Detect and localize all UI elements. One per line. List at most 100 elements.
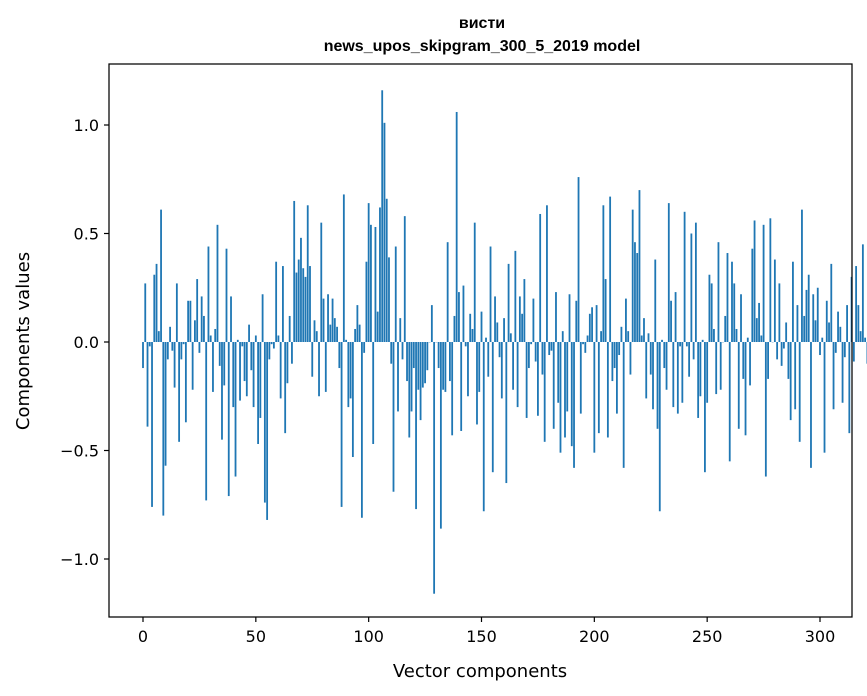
plot-frame — [108, 63, 853, 618]
bar — [187, 300, 190, 342]
bar — [205, 342, 208, 501]
bar — [315, 331, 318, 342]
bar — [846, 305, 848, 342]
bar — [451, 342, 454, 436]
bar — [758, 302, 760, 342]
bar — [169, 326, 171, 342]
bar — [225, 248, 228, 342]
bar — [473, 222, 476, 342]
bar — [329, 324, 332, 342]
bar — [780, 342, 783, 366]
bar — [241, 342, 244, 347]
bar — [191, 342, 194, 390]
x-tick-label: 200 — [579, 627, 610, 646]
bar — [270, 342, 273, 345]
bar — [302, 268, 305, 342]
bar — [726, 253, 729, 342]
bar — [661, 339, 663, 342]
bar — [164, 342, 167, 466]
bar — [175, 283, 178, 342]
bar — [227, 342, 230, 497]
bar — [629, 342, 632, 375]
bar — [525, 342, 528, 418]
bar — [828, 322, 830, 342]
bar — [597, 342, 600, 434]
bar — [471, 328, 474, 342]
bar — [304, 276, 307, 342]
bar — [584, 342, 587, 353]
bar — [146, 342, 149, 427]
bar — [324, 342, 327, 392]
bar — [564, 342, 566, 438]
bar — [595, 305, 598, 342]
bar — [792, 261, 794, 342]
bar — [568, 294, 571, 342]
bar — [476, 342, 478, 425]
bar — [365, 261, 368, 342]
bar — [622, 342, 625, 468]
bar — [433, 342, 436, 594]
bar — [742, 342, 745, 379]
bar — [180, 342, 183, 360]
bar — [512, 342, 514, 390]
bar — [643, 318, 645, 342]
bar — [351, 342, 354, 458]
bar — [679, 342, 681, 347]
bar — [487, 342, 490, 377]
bar — [437, 342, 440, 369]
bar — [640, 335, 643, 342]
bar — [142, 342, 144, 369]
bar — [401, 342, 404, 360]
bar — [442, 342, 445, 390]
bar — [331, 298, 334, 342]
bar — [555, 292, 557, 342]
bar — [279, 342, 282, 399]
bar — [381, 90, 384, 342]
bar — [390, 342, 393, 364]
bar — [207, 246, 210, 342]
bar — [839, 326, 842, 342]
bar — [439, 342, 442, 529]
bar — [360, 342, 363, 518]
bar — [708, 274, 711, 342]
bar — [857, 305, 860, 342]
bar — [665, 342, 668, 390]
bar — [830, 263, 833, 342]
bar — [600, 331, 603, 342]
bar — [591, 307, 593, 342]
bar — [300, 237, 302, 342]
bar — [284, 342, 287, 434]
bar — [509, 333, 512, 342]
bar — [455, 111, 458, 342]
bar — [342, 194, 345, 342]
bar — [676, 342, 679, 414]
bar — [606, 342, 609, 438]
bar — [674, 292, 677, 342]
bar — [735, 328, 738, 342]
bars-group — [142, 90, 867, 594]
y-tick-label: 0.0 — [74, 333, 99, 352]
bar — [620, 326, 623, 342]
bar — [209, 335, 212, 342]
bar — [189, 300, 192, 342]
bar — [647, 333, 650, 342]
bar — [261, 294, 264, 342]
bar — [807, 274, 810, 342]
bar — [257, 342, 259, 444]
bar — [724, 315, 727, 342]
bar — [697, 342, 700, 418]
bar — [410, 342, 413, 412]
bar — [543, 342, 546, 442]
bar — [832, 342, 835, 410]
bar — [245, 342, 248, 397]
bar — [579, 342, 582, 414]
bar — [496, 322, 499, 342]
bar — [194, 320, 196, 342]
bar — [561, 331, 564, 342]
bar — [354, 328, 357, 342]
bar — [663, 342, 666, 369]
bar — [458, 292, 460, 342]
bar — [385, 198, 388, 342]
bar — [397, 342, 399, 412]
